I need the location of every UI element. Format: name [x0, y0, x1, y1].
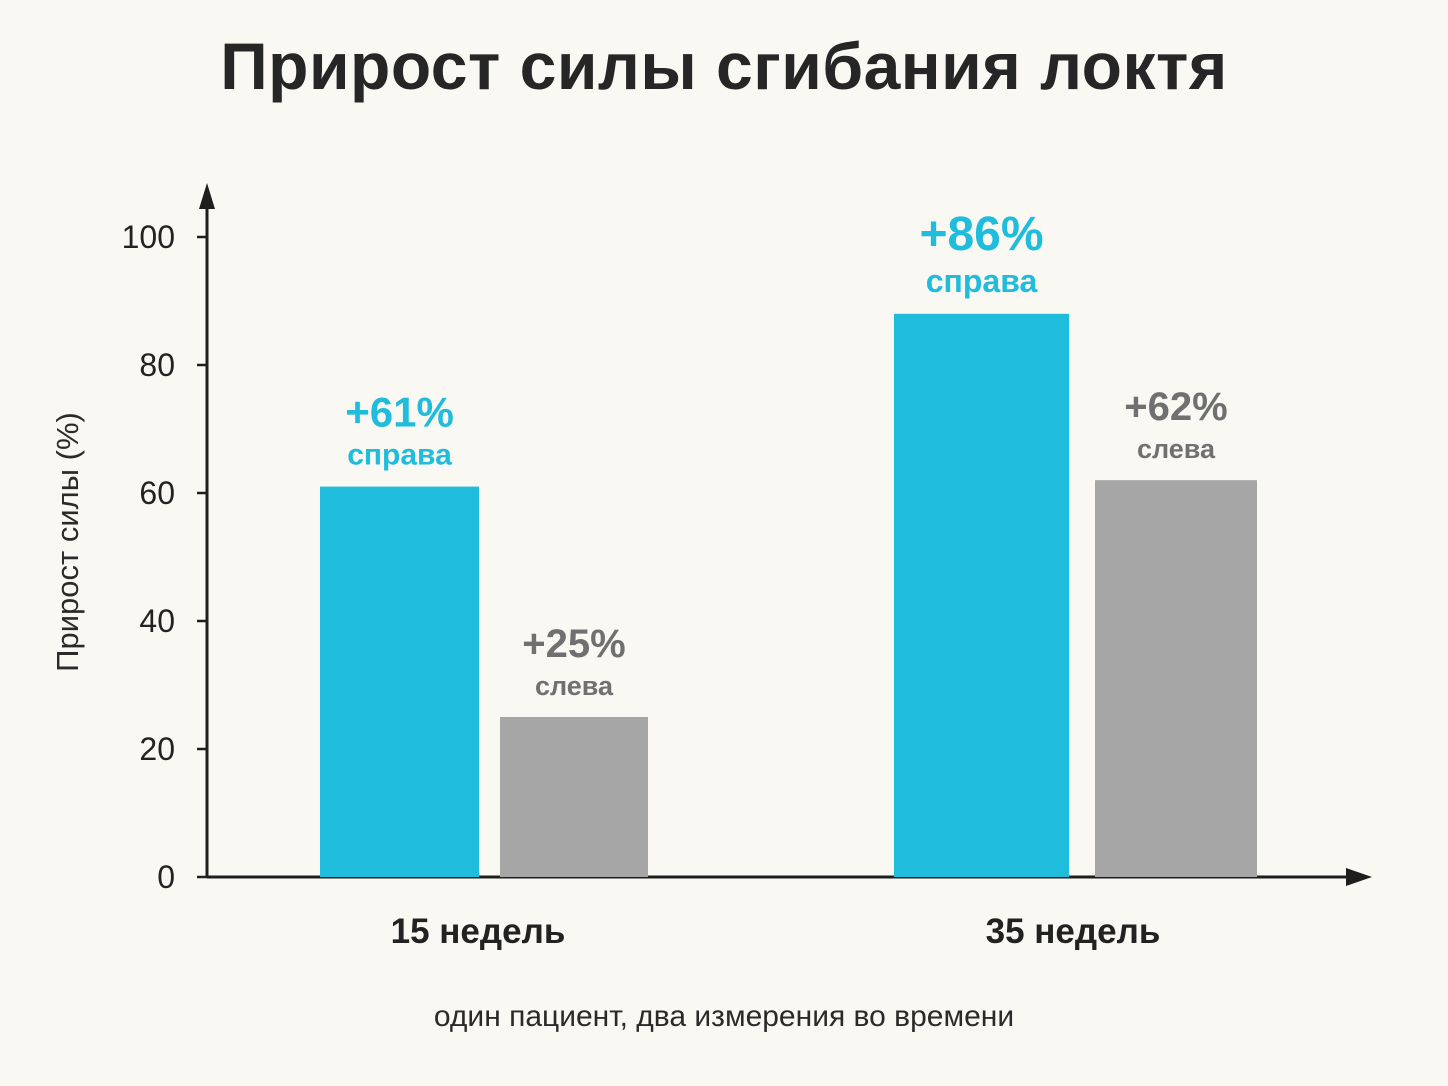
- bar-labels: +61%справа+86%справа+25%слева+62%слева: [345, 208, 1228, 701]
- bar-left: [500, 717, 648, 877]
- y-tick-label: 0: [157, 859, 175, 895]
- y-axis-label: Прирост силы (%): [50, 412, 85, 672]
- value-label-right: +61%: [345, 389, 454, 436]
- y-tick-label: 20: [139, 731, 175, 767]
- y-ticks: 0 20 40 60 80 100: [122, 219, 207, 895]
- y-axis-arrow: [199, 183, 215, 209]
- x-axis-arrow: [1346, 868, 1372, 886]
- side-label-left: слева: [1137, 434, 1216, 464]
- value-label-left: +62%: [1124, 385, 1227, 429]
- y-tick-label: 40: [139, 603, 175, 639]
- bar-right: [894, 313, 1069, 877]
- bar-right: [320, 486, 479, 877]
- bar-left: [1095, 480, 1257, 877]
- side-label-right: справа: [926, 263, 1038, 299]
- x-tick-labels: 15 недель 35 недель: [391, 912, 1161, 951]
- side-label-left: слева: [535, 671, 614, 701]
- value-label-left: +25%: [522, 622, 625, 666]
- bars: [320, 313, 1257, 877]
- y-tick-label: 60: [139, 475, 175, 511]
- y-tick-label: 80: [139, 347, 175, 383]
- value-label-right: +86%: [919, 208, 1043, 261]
- x-tick-label: 15 недель: [391, 912, 566, 951]
- y-tick-label: 100: [122, 219, 175, 255]
- chart-title: Прирост силы сгибания локтя: [220, 29, 1228, 103]
- x-tick-label: 35 недель: [986, 912, 1161, 951]
- chart-footnote: один пациент, два измерения во времени: [433, 1000, 1015, 1033]
- side-label-right: справа: [347, 439, 452, 472]
